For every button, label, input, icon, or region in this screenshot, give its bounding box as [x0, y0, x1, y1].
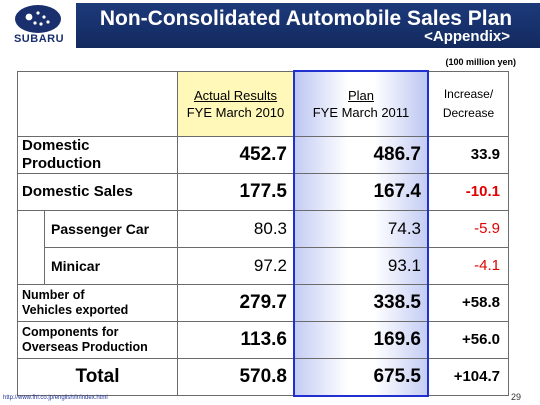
actual-vehicles-exported: 279.7: [177, 283, 295, 322]
subaru-emblem-icon: [15, 5, 61, 33]
plan-vehicles-exported: 338.5: [293, 283, 429, 322]
page-title: Non-Consolidated Automobile Sales Plan: [99, 7, 513, 30]
label-line2: Vehicles exported: [22, 302, 129, 317]
slide-header: SUBARU Non-Consolidated Automobile Sales…: [0, 0, 540, 50]
unit-note: (100 million yen): [445, 57, 516, 67]
table-row: Number of Vehicles exported 279.7 338.5 …: [17, 283, 509, 322]
title-bar: Non-Consolidated Automobile Sales Plan <…: [76, 3, 540, 48]
row-label-domestic-sales: Domestic Sales: [17, 172, 178, 211]
table-row: Passenger Car 80.3 74.3 -5.9: [17, 209, 509, 248]
change-minicar: -4.1: [427, 246, 509, 285]
header-increase: Increase/ Decrease: [427, 70, 509, 137]
change-vehicles-exported: +58.8: [427, 283, 509, 322]
label-line1: Domestic: [22, 136, 90, 154]
plan-domestic-sales: 167.4: [293, 172, 429, 211]
actual-passenger-car: 80.3: [177, 209, 295, 248]
plan-domestic-production: 486.7: [293, 135, 429, 174]
table-row: Components for Overseas Production 113.6…: [17, 320, 509, 359]
table-row-total: Total 570.8 675.5 +104.7: [17, 357, 509, 397]
indent-cell: [17, 247, 45, 285]
page-number: 29: [510, 392, 521, 402]
header-actual: Actual Results FYE March 2010: [177, 70, 295, 137]
actual-domestic-production: 452.7: [177, 135, 295, 174]
header-actual-line2: FYE March 2010: [186, 104, 285, 120]
row-label-domestic-production: Domestic Production: [17, 135, 178, 174]
page-subtitle: <Appendix>: [424, 28, 510, 45]
header-plan-line2: FYE March 2011: [312, 104, 410, 120]
header-inc-line1: Increase/: [443, 86, 494, 101]
logo-text: SUBARU: [13, 33, 65, 45]
table-row: Domestic Sales 177.5 167.4 -10.1: [17, 172, 509, 211]
row-label-passenger-car: Passenger Car: [44, 209, 178, 248]
plan-minicar: 93.1: [293, 246, 429, 285]
change-total: +104.7: [427, 357, 509, 396]
header-plan-line1: Plan: [347, 87, 375, 103]
row-label-vehicles-exported: Number of Vehicles exported: [17, 283, 178, 322]
indent-cell: [17, 210, 45, 247]
change-domestic-sales: -10.1: [427, 172, 509, 211]
actual-domestic-sales: 177.5: [177, 172, 295, 211]
header-inc-line2: Decrease: [442, 105, 495, 120]
label-line2: Production: [22, 154, 102, 172]
sales-plan-table: Actual Results FYE March 2010 Plan FYE M…: [17, 70, 509, 397]
plan-total: 675.5: [293, 357, 429, 397]
actual-minicar: 97.2: [177, 246, 295, 285]
change-passenger-car: -5.9: [427, 209, 509, 248]
row-label-minicar: Minicar: [44, 246, 178, 285]
label-line1: Number of: [22, 287, 85, 302]
plan-passenger-car: 74.3: [293, 209, 429, 248]
table-header-row: Actual Results FYE March 2010 Plan FYE M…: [17, 70, 509, 137]
change-domestic-production: 33.9: [427, 135, 509, 174]
table-row: Minicar 97.2 93.1 -4.1: [17, 246, 509, 285]
header-plan: Plan FYE March 2011: [293, 70, 429, 137]
row-label-total: Total: [17, 357, 178, 396]
plan-components: 169.6: [293, 320, 429, 359]
table-row: Domestic Production 452.7 486.7 33.9: [17, 135, 509, 174]
actual-total: 570.8: [177, 357, 295, 396]
row-label-components: Components for Overseas Production: [17, 320, 178, 359]
header-empty-cell: [17, 70, 178, 137]
label-line2: Overseas Production: [22, 339, 148, 354]
subaru-logo: SUBARU: [0, 0, 76, 50]
change-components: +56.0: [427, 320, 509, 359]
actual-components: 113.6: [177, 320, 295, 359]
footer-url-link[interactable]: http://www.fhi.co.jp/english/ir/index.ht…: [3, 395, 108, 401]
header-actual-line1: Actual Results: [193, 87, 278, 103]
label-line1: Components for: [22, 324, 119, 339]
